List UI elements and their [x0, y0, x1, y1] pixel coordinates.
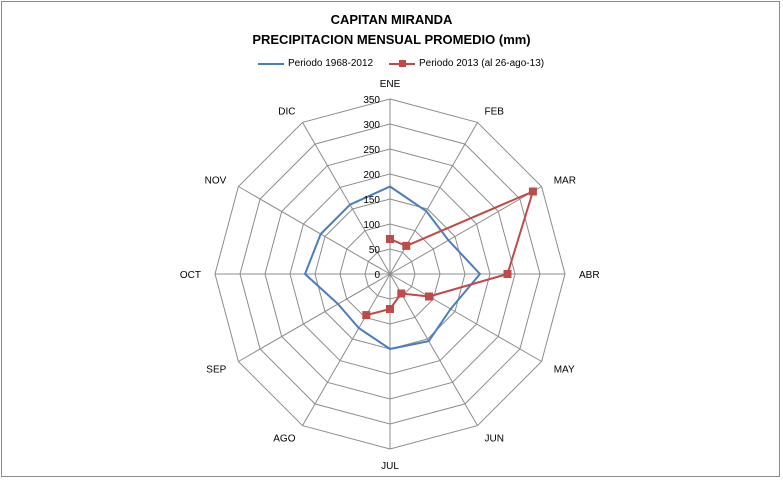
series-2-point-abr: [503, 270, 512, 278]
category-label-ago: AGO: [273, 434, 295, 445]
grid-spoke-may: [389, 273, 542, 362]
category-label-jun: JUN: [485, 434, 504, 445]
legend-label-series-1: Periodo 1968-2012: [288, 58, 374, 69]
radial-tick-label: 0: [374, 270, 380, 281]
category-label-nov: NOV: [205, 176, 227, 187]
radial-tick-label: 250: [363, 145, 380, 156]
series-2-point-feb: [402, 241, 411, 250]
radar-series: [304, 185, 537, 350]
radar-grid: [214, 98, 566, 450]
grid-spoke-dic: [302, 122, 391, 275]
radial-tick-label: 50: [369, 245, 381, 256]
chart-subtitle: PRECIPITACION MENSUAL PROMEDIO (mm): [252, 32, 531, 47]
series-1: [304, 185, 481, 350]
radial-tick-label: 200: [363, 170, 380, 181]
radial-tick-label: 100: [363, 220, 380, 231]
series-2-point-mar: [528, 187, 537, 196]
grid-spoke-ago: [302, 273, 391, 426]
radial-tick-label: 350: [363, 95, 380, 106]
category-label-ene: ENE: [380, 79, 401, 90]
grid-spoke-mar: [389, 186, 542, 275]
grid-spoke-sep: [238, 273, 391, 362]
legend-label-series-2: Periodo 2013 (al 26-ago-13): [419, 58, 545, 69]
category-label-sep: SEP: [206, 365, 226, 376]
category-label-may: MAY: [554, 365, 575, 376]
category-label-feb: FEB: [485, 106, 505, 117]
grid-spoke-nov: [238, 186, 391, 275]
legend: Periodo 1968-2012 Periodo 2013 (al 26-ag…: [0, 56, 783, 72]
chart-title: CAPITAN MIRANDA: [330, 12, 453, 27]
category-label-jul: JUL: [381, 461, 399, 472]
series-2: [362, 187, 537, 320]
series-2-point-may: [425, 292, 433, 301]
category-label-abr: ABR: [579, 270, 600, 281]
legend-marker-series-2: [399, 60, 406, 67]
series-line-1: [304, 185, 481, 350]
radial-tick-label: 300: [363, 120, 380, 131]
series-2-point-jun: [397, 289, 406, 298]
category-label-oct: OCT: [180, 270, 201, 281]
series-2-point-ago: [362, 311, 371, 320]
category-label-dic: DIC: [278, 106, 295, 117]
category-label-mar: MAR: [554, 176, 576, 187]
series-2-point-ene: [386, 235, 394, 243]
grid-spoke-jun: [389, 273, 478, 426]
legend-swatch-series-1: [258, 63, 284, 65]
series-2-point-jul: [386, 305, 394, 313]
series-line-2: [366, 190, 534, 317]
radial-tick-label: 150: [363, 195, 380, 206]
